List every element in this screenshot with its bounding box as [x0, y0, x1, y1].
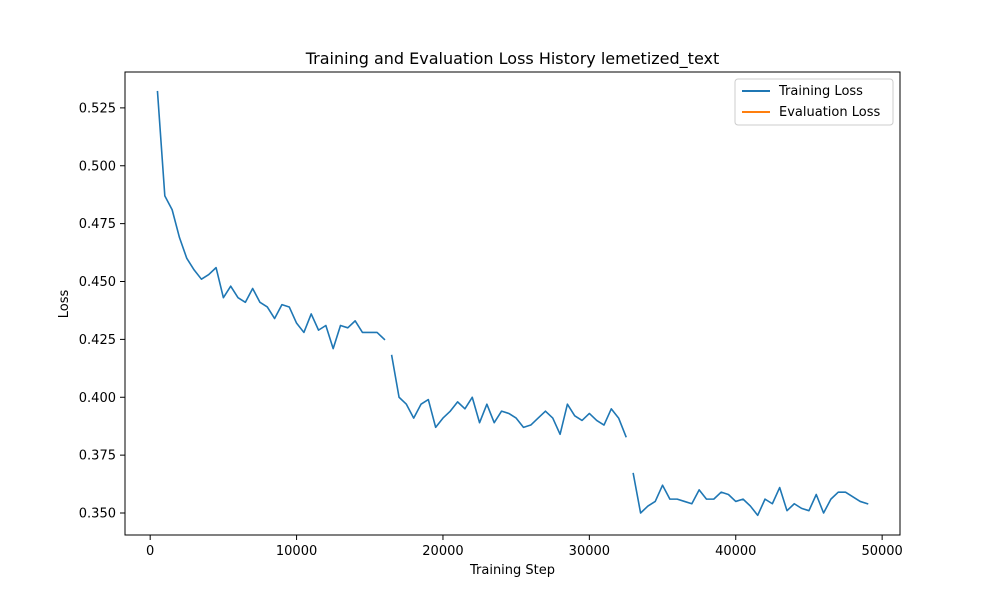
y-tick-label: 0.450 — [79, 275, 116, 290]
x-tick-label: 20000 — [422, 544, 463, 559]
y-tick-label: 0.475 — [79, 217, 116, 232]
y-tick-label: 0.350 — [79, 507, 116, 522]
x-axis-title: Training Step — [469, 563, 555, 578]
training-loss-line-segment-1 — [156, 90, 386, 350]
training-loss-line-segment-3 — [632, 472, 869, 517]
training-loss-line-segment-2 — [390, 354, 627, 438]
chart-title: Training and Evaluation Loss History lem… — [305, 49, 720, 69]
series-layer — [156, 90, 869, 517]
legend: Training Loss Evaluation Loss — [734, 78, 894, 126]
axes-frame — [124, 71, 901, 536]
x-tick-label: 30000 — [569, 544, 610, 559]
y-tick-label: 0.500 — [79, 159, 116, 174]
legend-label-training-loss: Training Loss — [778, 84, 863, 99]
x-tick-label: 10000 — [276, 544, 317, 559]
y-axis-title: Loss — [57, 290, 72, 319]
legend-label-evaluation-loss: Evaluation Loss — [779, 105, 880, 120]
axes-layer: 0 10000 20000 30000 40000 50000 0.350 0.375 0.40… — [79, 71, 903, 559]
y-tick-label: 0.425 — [79, 333, 116, 348]
x-tick-label: 50000 — [861, 544, 902, 559]
x-tick-label: 40000 — [715, 544, 756, 559]
y-tick-label: 0.375 — [79, 449, 116, 464]
y-tick-label: 0.525 — [79, 101, 116, 116]
x-tick-label: 0 — [146, 544, 154, 559]
legend-box — [734, 78, 894, 126]
y-tick-label: 0.400 — [79, 391, 116, 406]
